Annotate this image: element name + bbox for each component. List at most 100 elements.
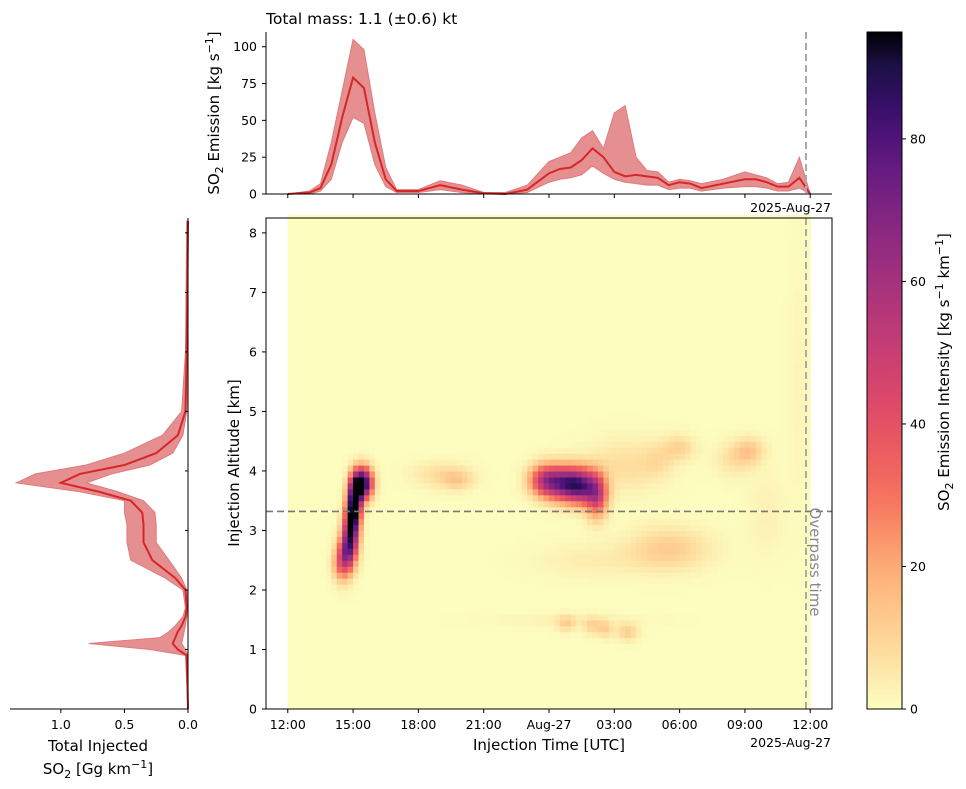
heatmap-cell	[521, 560, 528, 567]
heatmap-cell	[391, 530, 398, 537]
heatmap-cell	[363, 411, 370, 418]
heatmap-cell	[407, 220, 414, 228]
heatmap-cell	[559, 560, 566, 567]
heatmap-cell	[456, 470, 463, 478]
heatmap-cell	[380, 506, 387, 514]
heatmap-cell	[358, 351, 365, 359]
heatmap-cell	[510, 286, 517, 293]
heatmap-cell	[423, 304, 430, 311]
heatmap-cell	[369, 584, 376, 591]
heatmap-cell	[391, 655, 398, 662]
heatmap-cell	[423, 232, 430, 240]
heatmap-cell	[369, 393, 376, 401]
heatmap-cell	[293, 411, 300, 418]
heatmap-cell	[391, 286, 398, 293]
heatmap-cell	[385, 280, 392, 288]
heatmap-cell	[576, 363, 583, 371]
heatmap-cell	[325, 375, 332, 383]
heatmap-cell	[423, 262, 430, 270]
heatmap-cell	[434, 447, 441, 454]
heatmap-cell	[391, 316, 398, 323]
heatmap-cell	[576, 280, 583, 288]
heatmap-cell	[336, 351, 343, 359]
heatmap-cell	[342, 238, 349, 246]
heatmap-cell	[576, 488, 583, 496]
heatmap-cell	[429, 322, 436, 329]
heatmap-cell	[554, 530, 561, 537]
heatmap-cell	[423, 328, 430, 335]
heatmap-cell	[570, 250, 577, 258]
heatmap-cell	[549, 691, 556, 698]
heatmap-cell	[565, 542, 572, 549]
heatmap-cell	[445, 697, 452, 704]
heatmap-cell	[510, 595, 517, 603]
heatmap-cell	[483, 530, 490, 537]
heatmap-cell	[581, 464, 588, 472]
heatmap-cell	[434, 316, 441, 323]
heatmap-cell	[412, 470, 419, 478]
heatmap-cell	[396, 613, 403, 621]
heatmap-cell	[516, 286, 523, 293]
heatmap-cell	[489, 691, 496, 698]
heatmap-cell	[440, 357, 447, 365]
heatmap-cell	[554, 274, 561, 282]
heatmap-cell	[565, 697, 572, 704]
heatmap-cell	[483, 482, 490, 490]
heatmap-cell	[461, 554, 468, 561]
heatmap-cell	[543, 351, 550, 359]
heatmap-cell	[347, 310, 354, 317]
heatmap-cell	[369, 697, 376, 704]
heatmap-cell	[532, 506, 539, 514]
heatmap-cell	[325, 476, 332, 484]
heatmap-cell	[402, 375, 409, 383]
heatmap-cell	[576, 357, 583, 365]
heatmap-cell	[472, 685, 479, 692]
heatmap-cell	[423, 274, 430, 282]
heatmap-cell	[565, 256, 572, 264]
heatmap-cell	[527, 560, 534, 567]
heatmap-cell	[543, 405, 550, 413]
heatmap-cell	[467, 506, 474, 514]
heatmap-cell	[597, 262, 605, 270]
heatmap-cell	[461, 578, 468, 585]
heatmap-cell	[325, 369, 332, 377]
heatmap-cell	[521, 697, 528, 704]
heatmap-cell	[559, 572, 566, 579]
heatmap-cell	[342, 363, 349, 371]
top-y-tick-label: 25	[241, 150, 257, 165]
heatmap-cell	[325, 589, 332, 597]
heatmap-cell	[587, 340, 594, 347]
heatmap-cell	[521, 512, 528, 520]
heatmap-cell	[500, 649, 507, 657]
heatmap-cell	[402, 578, 409, 585]
heatmap-cell	[554, 631, 561, 639]
heatmap-cell	[407, 470, 414, 478]
heatmap-cell	[559, 548, 566, 555]
heatmap-cell	[287, 667, 294, 674]
heatmap-cell	[396, 482, 403, 490]
heatmap-cell	[489, 280, 496, 288]
heatmap-cell	[565, 506, 572, 514]
heatmap-cell	[592, 601, 599, 609]
heatmap-cell	[472, 268, 479, 276]
heatmap-cell	[440, 453, 447, 460]
heatmap-cell	[456, 530, 463, 537]
heatmap-cell	[391, 292, 398, 299]
heatmap-cell	[516, 304, 523, 311]
heatmap-cell	[461, 601, 468, 609]
heatmap-cell	[336, 357, 343, 365]
heatmap-cell	[418, 244, 425, 252]
heatmap-cell	[467, 500, 474, 508]
heatmap-cell	[369, 482, 376, 490]
heatmap-cell	[347, 322, 354, 329]
heatmap-cell	[363, 322, 370, 329]
heatmap-cell	[358, 536, 365, 543]
heatmap-cell	[456, 298, 463, 305]
heatmap-cell	[532, 500, 539, 508]
heatmap-cell	[374, 280, 381, 288]
heatmap-cell	[565, 703, 572, 710]
heatmap-cell	[418, 393, 425, 401]
heatmap-cell	[429, 453, 436, 460]
heatmap-cell	[549, 476, 556, 484]
heatmap-cell	[451, 411, 458, 418]
